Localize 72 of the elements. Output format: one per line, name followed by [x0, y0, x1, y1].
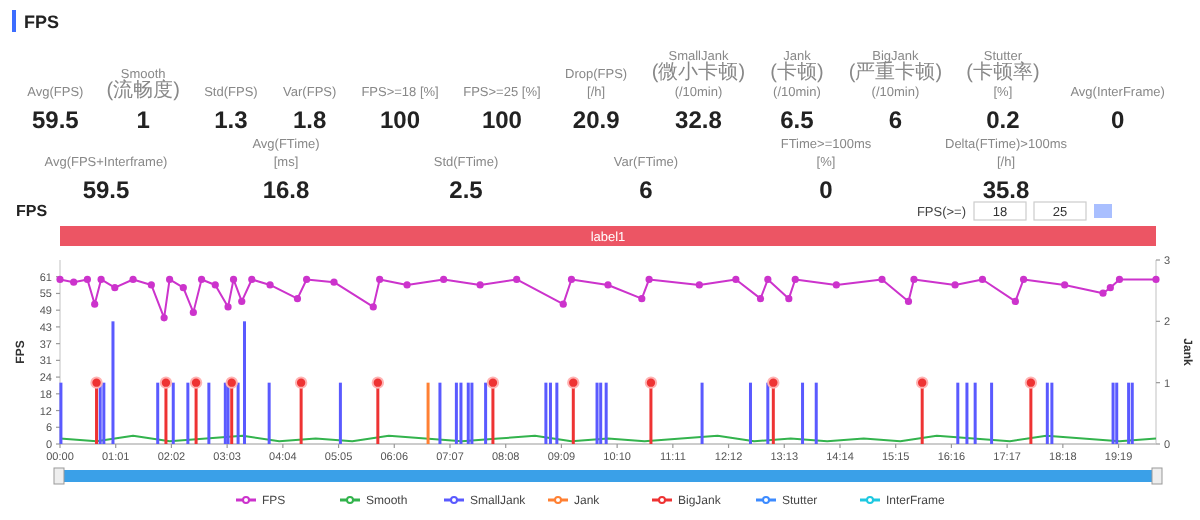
point — [832, 281, 840, 289]
point — [695, 281, 703, 289]
point — [229, 275, 238, 284]
point — [303, 275, 311, 284]
point — [403, 281, 411, 289]
point — [369, 303, 377, 311]
data-label: 100 — [380, 106, 421, 134]
data-label: 1.8 — [293, 106, 328, 134]
point — [764, 275, 772, 284]
point — [910, 275, 918, 284]
data-label: 0 — [1110, 106, 1125, 134]
point — [160, 314, 168, 322]
point — [645, 275, 653, 284]
data-label: 100 — [481, 106, 523, 134]
point — [238, 297, 246, 306]
point — [1152, 275, 1160, 284]
point — [197, 275, 206, 284]
point — [70, 278, 78, 286]
point — [878, 275, 886, 284]
point — [978, 275, 987, 284]
data-label: 16.8 — [262, 176, 310, 204]
data-label: 0 — [819, 176, 834, 204]
point — [97, 275, 105, 284]
data-label: 0.2 — [986, 106, 1021, 134]
data-label: 59.5 — [32, 106, 80, 134]
point — [1019, 275, 1028, 284]
point — [330, 278, 338, 286]
point — [732, 275, 740, 284]
point — [166, 275, 174, 284]
point — [376, 275, 384, 284]
point — [476, 281, 484, 289]
point — [1115, 275, 1124, 284]
point — [111, 284, 119, 292]
point — [91, 300, 99, 308]
text: FPS — [24, 12, 60, 32]
point — [904, 297, 913, 306]
point — [785, 295, 793, 303]
point — [248, 275, 256, 284]
point — [293, 295, 302, 303]
point — [147, 281, 155, 289]
point — [559, 300, 567, 308]
point — [513, 275, 521, 284]
point — [189, 308, 197, 316]
point — [179, 284, 187, 292]
point — [266, 281, 274, 289]
point — [1106, 284, 1114, 292]
data-label: 1 — [136, 106, 151, 134]
point — [951, 281, 959, 289]
chart-title: FPS — [16, 202, 49, 220]
data-label: 35.8 — [982, 176, 1030, 204]
point — [756, 295, 765, 303]
point — [567, 275, 576, 284]
data-label: 6.5 — [780, 106, 815, 134]
point — [211, 281, 219, 289]
data-label: 6 — [639, 176, 654, 204]
point — [224, 303, 232, 311]
point — [129, 275, 137, 284]
data-label: 20.9 — [572, 106, 621, 134]
data-label: 6 — [888, 106, 903, 134]
point — [1011, 297, 1019, 306]
point — [56, 275, 64, 284]
point — [791, 275, 799, 284]
point — [1099, 289, 1107, 297]
point — [440, 275, 448, 284]
point — [1061, 281, 1069, 289]
data-label: 2.5 — [449, 176, 484, 204]
point — [83, 275, 91, 284]
data-label: 1.3 — [214, 106, 249, 134]
data-label: 32.8 — [675, 106, 723, 134]
point — [638, 295, 646, 303]
data-label: 59.5 — [82, 176, 130, 204]
point — [604, 281, 612, 289]
